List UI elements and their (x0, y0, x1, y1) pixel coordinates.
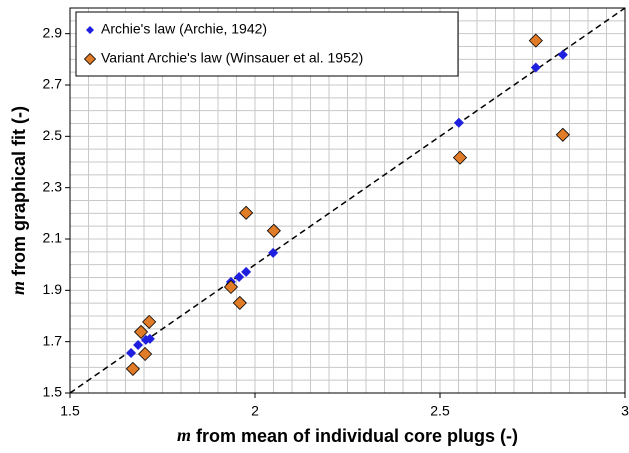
plot-border (69, 7, 626, 394)
y-tick-label: 2.5 (43, 127, 63, 143)
data-point (125, 361, 140, 376)
data-point (142, 314, 157, 329)
y-tick-label: 1.5 (43, 384, 63, 400)
y-tick-label: 2.7 (43, 76, 63, 92)
x-tick-label: 2 (251, 403, 259, 419)
data-point (266, 223, 281, 238)
data-point (223, 279, 239, 295)
data-point (234, 271, 245, 282)
data-point (232, 295, 247, 310)
y-tick-label: 2.3 (43, 178, 63, 194)
y-tick-label: 1.7 (43, 332, 63, 348)
x-axis-label-text: from mean of individual core plugs (-) (196, 426, 518, 446)
legend-box (75, 11, 459, 77)
y-axis-label: m from graphical fit (-) (8, 106, 29, 295)
data-point (528, 33, 543, 48)
data-point (144, 333, 155, 344)
y-tick-label: 2.1 (43, 230, 63, 246)
x-axis-label-var: m (177, 425, 191, 445)
data-point (138, 346, 153, 362)
x-tick-label: 3 (621, 403, 629, 419)
y-axis-label-var: m (8, 281, 28, 295)
data-point (241, 266, 252, 277)
data-point (133, 324, 149, 339)
legend-marker (83, 52, 97, 66)
data-point (126, 347, 137, 358)
legend-label: Archie's law (Archie, 1942) (101, 21, 267, 37)
data-point (530, 62, 541, 73)
legend-label: Variant Archie's law (Winsauer et al. 19… (101, 50, 363, 66)
data-point (453, 117, 464, 128)
data-point (555, 127, 570, 142)
reference-line (69, 7, 626, 394)
data-point (268, 247, 279, 258)
data-point (133, 340, 144, 351)
legend-marker (86, 26, 94, 34)
x-axis-label: m from mean of individual core plugs (-) (177, 425, 518, 446)
x-tick-label: 1.5 (60, 403, 80, 419)
data-point (239, 205, 254, 220)
y-axis-label-text: from graphical fit (-) (9, 106, 29, 276)
x-tick-label: 2.5 (430, 403, 450, 419)
y-tick-label: 2.9 (43, 24, 63, 40)
data-point (557, 49, 568, 60)
y-tick-label: 1.9 (43, 281, 63, 297)
data-point (452, 150, 468, 165)
